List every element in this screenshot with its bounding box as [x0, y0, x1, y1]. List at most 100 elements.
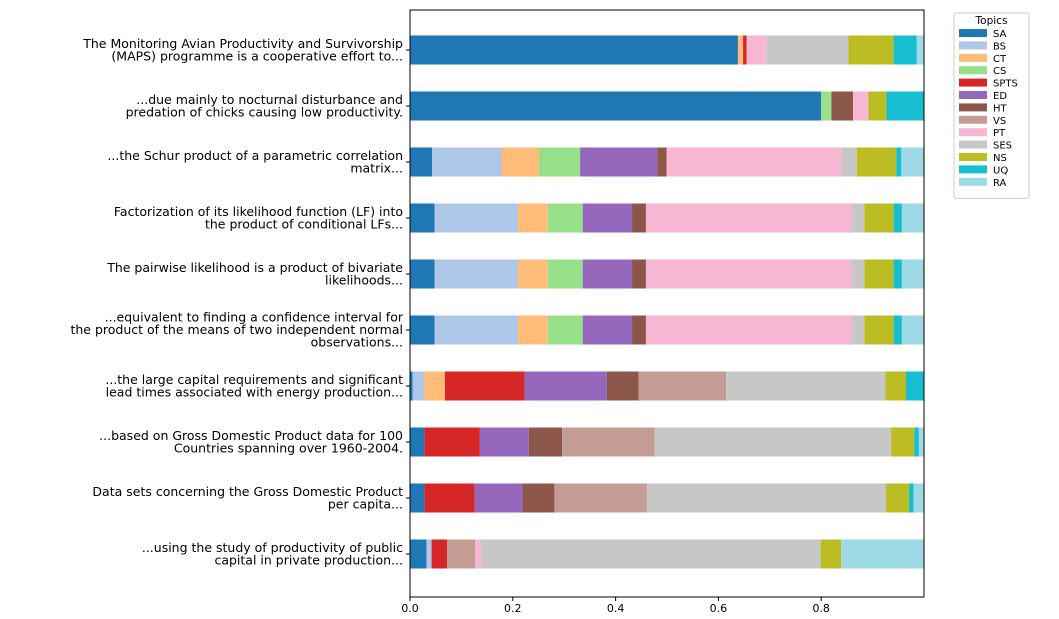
bar-segment-sa-row-2	[410, 91, 822, 121]
legend-label-ra: RA	[993, 178, 1007, 189]
bar-segment-vs-row-8	[562, 427, 655, 457]
bar-segment-ses-row-8	[654, 427, 892, 457]
bar-segment-ra-row-4	[901, 203, 924, 233]
bar-segment-sa-row-10	[410, 539, 427, 569]
bar-segment-bs-row-7	[412, 371, 425, 401]
legend-swatch-spts	[959, 78, 987, 87]
bar-segment-ht-row-4	[632, 203, 646, 233]
bar-segment-pt-row-3	[666, 147, 842, 177]
legend-label-spts: SPTS	[993, 79, 1018, 90]
bar-segment-bs-row-6	[434, 315, 518, 345]
bar-segment-sa-row-5	[410, 259, 435, 289]
bar-segment-bs-row-4	[434, 203, 518, 233]
bar-segment-uq-row-7	[906, 371, 924, 401]
bar-segment-sa-row-4	[410, 203, 435, 233]
bar-segment-ns-row-6	[864, 315, 894, 345]
bar-segment-ses-row-7	[726, 371, 886, 401]
bar-segment-pt-row-2	[853, 91, 869, 121]
bar-segment-ra-row-1	[916, 35, 924, 65]
bar-segment-cs-row-5	[547, 259, 583, 289]
bar-segment-ct-row-3	[501, 147, 540, 177]
legend-label-vs: VS	[993, 116, 1006, 127]
bar-segment-uq-row-8	[914, 427, 919, 457]
bar-segment-ses-row-4	[851, 203, 865, 233]
legend-swatch-bs	[959, 41, 987, 50]
bar-segment-ses-row-9	[646, 483, 886, 513]
row-label-2: ...due mainly to nocturnal disturbance a…	[126, 92, 403, 120]
bar-segment-sa-row-8	[410, 427, 425, 457]
bar-segment-ed-row-4	[582, 203, 633, 233]
bar-segment-ns-row-8	[891, 427, 915, 457]
row-label-1: The Monitoring Avian Productivity and Su…	[82, 36, 403, 64]
x-tick-label-0.2: 0.2	[504, 602, 522, 615]
row-labels: The Monitoring Avian Productivity and Su…	[70, 36, 403, 568]
legend-label-bs: BS	[993, 41, 1006, 52]
bar-segment-bs-row-10	[426, 539, 432, 569]
legend-swatch-ht	[959, 103, 987, 112]
legend-label-ns: NS	[993, 153, 1007, 164]
bar-segment-cs-row-4	[547, 203, 583, 233]
bar-segment-vs-row-7	[638, 371, 727, 401]
bar-segment-bs-row-3	[432, 147, 502, 177]
legend-swatch-pt	[959, 128, 987, 137]
bar-segment-pt-row-1	[746, 35, 767, 65]
bar-segment-spts-row-1	[743, 35, 747, 65]
bar-segment-ses-row-3	[841, 147, 857, 177]
row-label-9: Data sets concerning the Gross Domestic …	[92, 484, 403, 512]
legend-swatch-ra	[959, 177, 987, 186]
row-label-10: ...using the study of productivity of pu…	[142, 540, 403, 568]
legend-label-ses: SES	[993, 141, 1012, 152]
x-tick-label-0.6: 0.6	[710, 602, 728, 615]
bar-segment-uq-row-3	[896, 147, 902, 177]
legend-swatch-ses	[959, 140, 987, 149]
bar-segment-ra-row-6	[901, 315, 924, 345]
bar-segment-ses-row-1	[766, 35, 849, 65]
bar-segment-ra-row-10	[841, 539, 924, 569]
bar-segment-ht-row-3	[657, 147, 667, 177]
bar-segment-ra-row-3	[901, 147, 924, 177]
bar-segment-ed-row-5	[582, 259, 633, 289]
bar-segment-ns-row-10	[820, 539, 842, 569]
bar-segment-uq-row-6	[893, 315, 902, 345]
bars-layer	[410, 35, 924, 569]
legend-swatch-ed	[959, 91, 987, 99]
bar-segment-bs-row-5	[434, 259, 518, 289]
bar-segment-ses-row-5	[851, 259, 865, 289]
bar-segment-ct-row-1	[737, 35, 744, 65]
bar-segment-ht-row-6	[632, 315, 646, 345]
bar-segment-ed-row-8	[479, 427, 529, 457]
row-label-4: Factorization of its likelihood function…	[114, 204, 403, 232]
row-label-6: ...equivalent to finding a confidence in…	[70, 310, 403, 350]
bar-segment-cs-row-3	[539, 147, 581, 177]
bar-segment-uq-row-4	[893, 203, 902, 233]
legend-title: Topics	[975, 15, 1008, 27]
bar-segment-ns-row-9	[885, 483, 910, 513]
legend-label-ed: ED	[993, 91, 1007, 102]
x-tick-label-0.8: 0.8	[812, 602, 830, 615]
bar-segment-pt-row-5	[645, 259, 852, 289]
legend-swatch-vs	[959, 115, 987, 124]
bar-segment-pt-row-4	[645, 203, 852, 233]
bar-segment-ht-row-2	[831, 91, 854, 121]
bar-segment-uq-row-9	[909, 483, 914, 513]
bar-segment-ct-row-6	[517, 315, 548, 345]
bar-segment-ns-row-1	[848, 35, 894, 65]
legend-label-uq: UQ	[993, 165, 1008, 176]
bar-segment-ses-row-6	[851, 315, 865, 345]
bar-segment-ct-row-7	[424, 371, 445, 401]
legend-swatch-uq	[959, 165, 987, 174]
row-label-7: ...the large capital requirements and si…	[105, 372, 403, 400]
bar-segment-ra-row-9	[913, 483, 924, 513]
bar-segment-ses-row-10	[481, 539, 821, 569]
legend-label-sa: SA	[993, 29, 1007, 40]
bar-segment-vs-row-10	[447, 539, 476, 569]
axes: 0.0 0.2 0.4 0.6 0.8	[401, 9, 925, 615]
bar-segment-spts-row-10	[431, 539, 448, 569]
legend-swatch-ct	[959, 53, 987, 62]
bar-segment-sa-row-6	[410, 315, 435, 345]
legend-label-cs: CS	[993, 66, 1006, 77]
bar-segment-sa-row-7	[410, 371, 413, 401]
bar-segment-ht-row-5	[632, 259, 646, 289]
x-tick-label-0.4: 0.4	[607, 602, 625, 615]
